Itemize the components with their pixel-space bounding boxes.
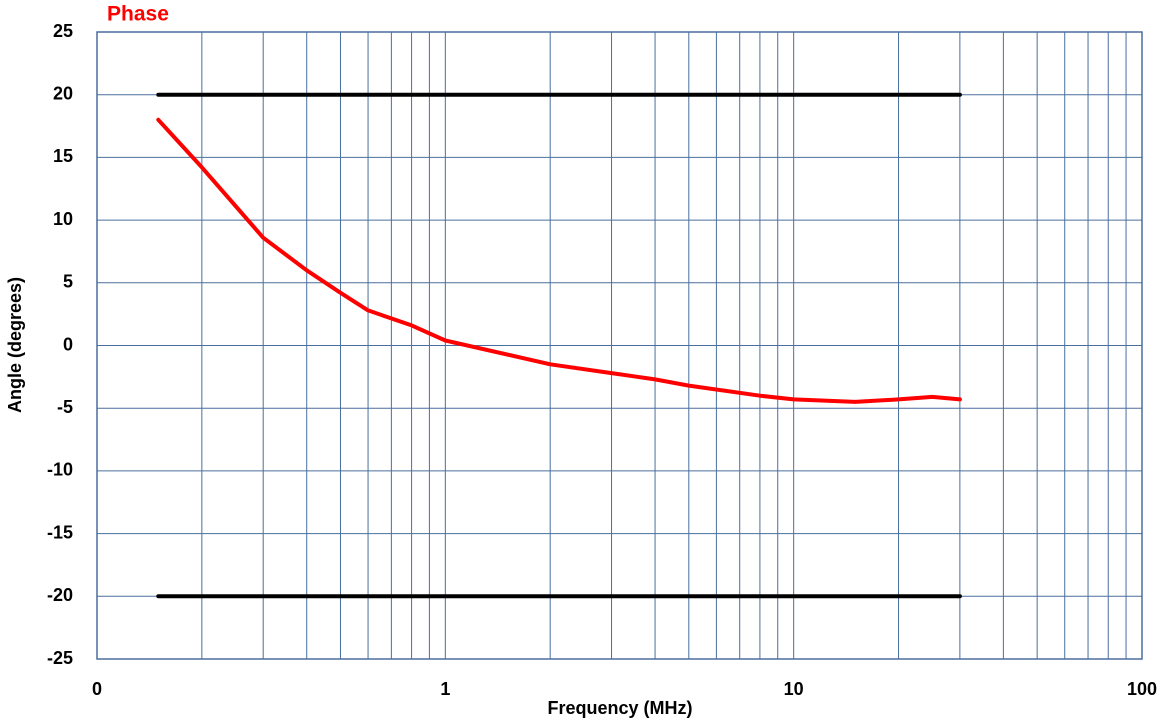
x-tick-label: 1 (440, 679, 450, 699)
y-axis-label: Angle (degrees) (5, 277, 25, 413)
x-tick-label: 0 (92, 679, 102, 699)
y-tick-label: 20 (53, 83, 73, 103)
series-line (156, 117, 962, 404)
y-tick-label: 10 (53, 209, 73, 229)
y-tick-label: -20 (47, 585, 73, 605)
y-tick-label: 5 (63, 272, 73, 292)
chart-title: Phase (107, 3, 169, 26)
y-tick-label: -5 (57, 397, 73, 417)
y-tick-label: -25 (47, 648, 73, 668)
x-tick-label: 100 (1127, 679, 1157, 699)
y-tick-label: 0 (63, 334, 73, 354)
y-tick-label: -15 (47, 522, 73, 542)
x-axis-label: Frequency (MHz) (547, 698, 692, 718)
y-tick-label: 15 (53, 146, 73, 166)
plot-border (96, 31, 1143, 660)
y-tick-label: -10 (47, 460, 73, 480)
y-tick-label: 25 (53, 21, 73, 41)
x-tick-label: 10 (784, 679, 804, 699)
